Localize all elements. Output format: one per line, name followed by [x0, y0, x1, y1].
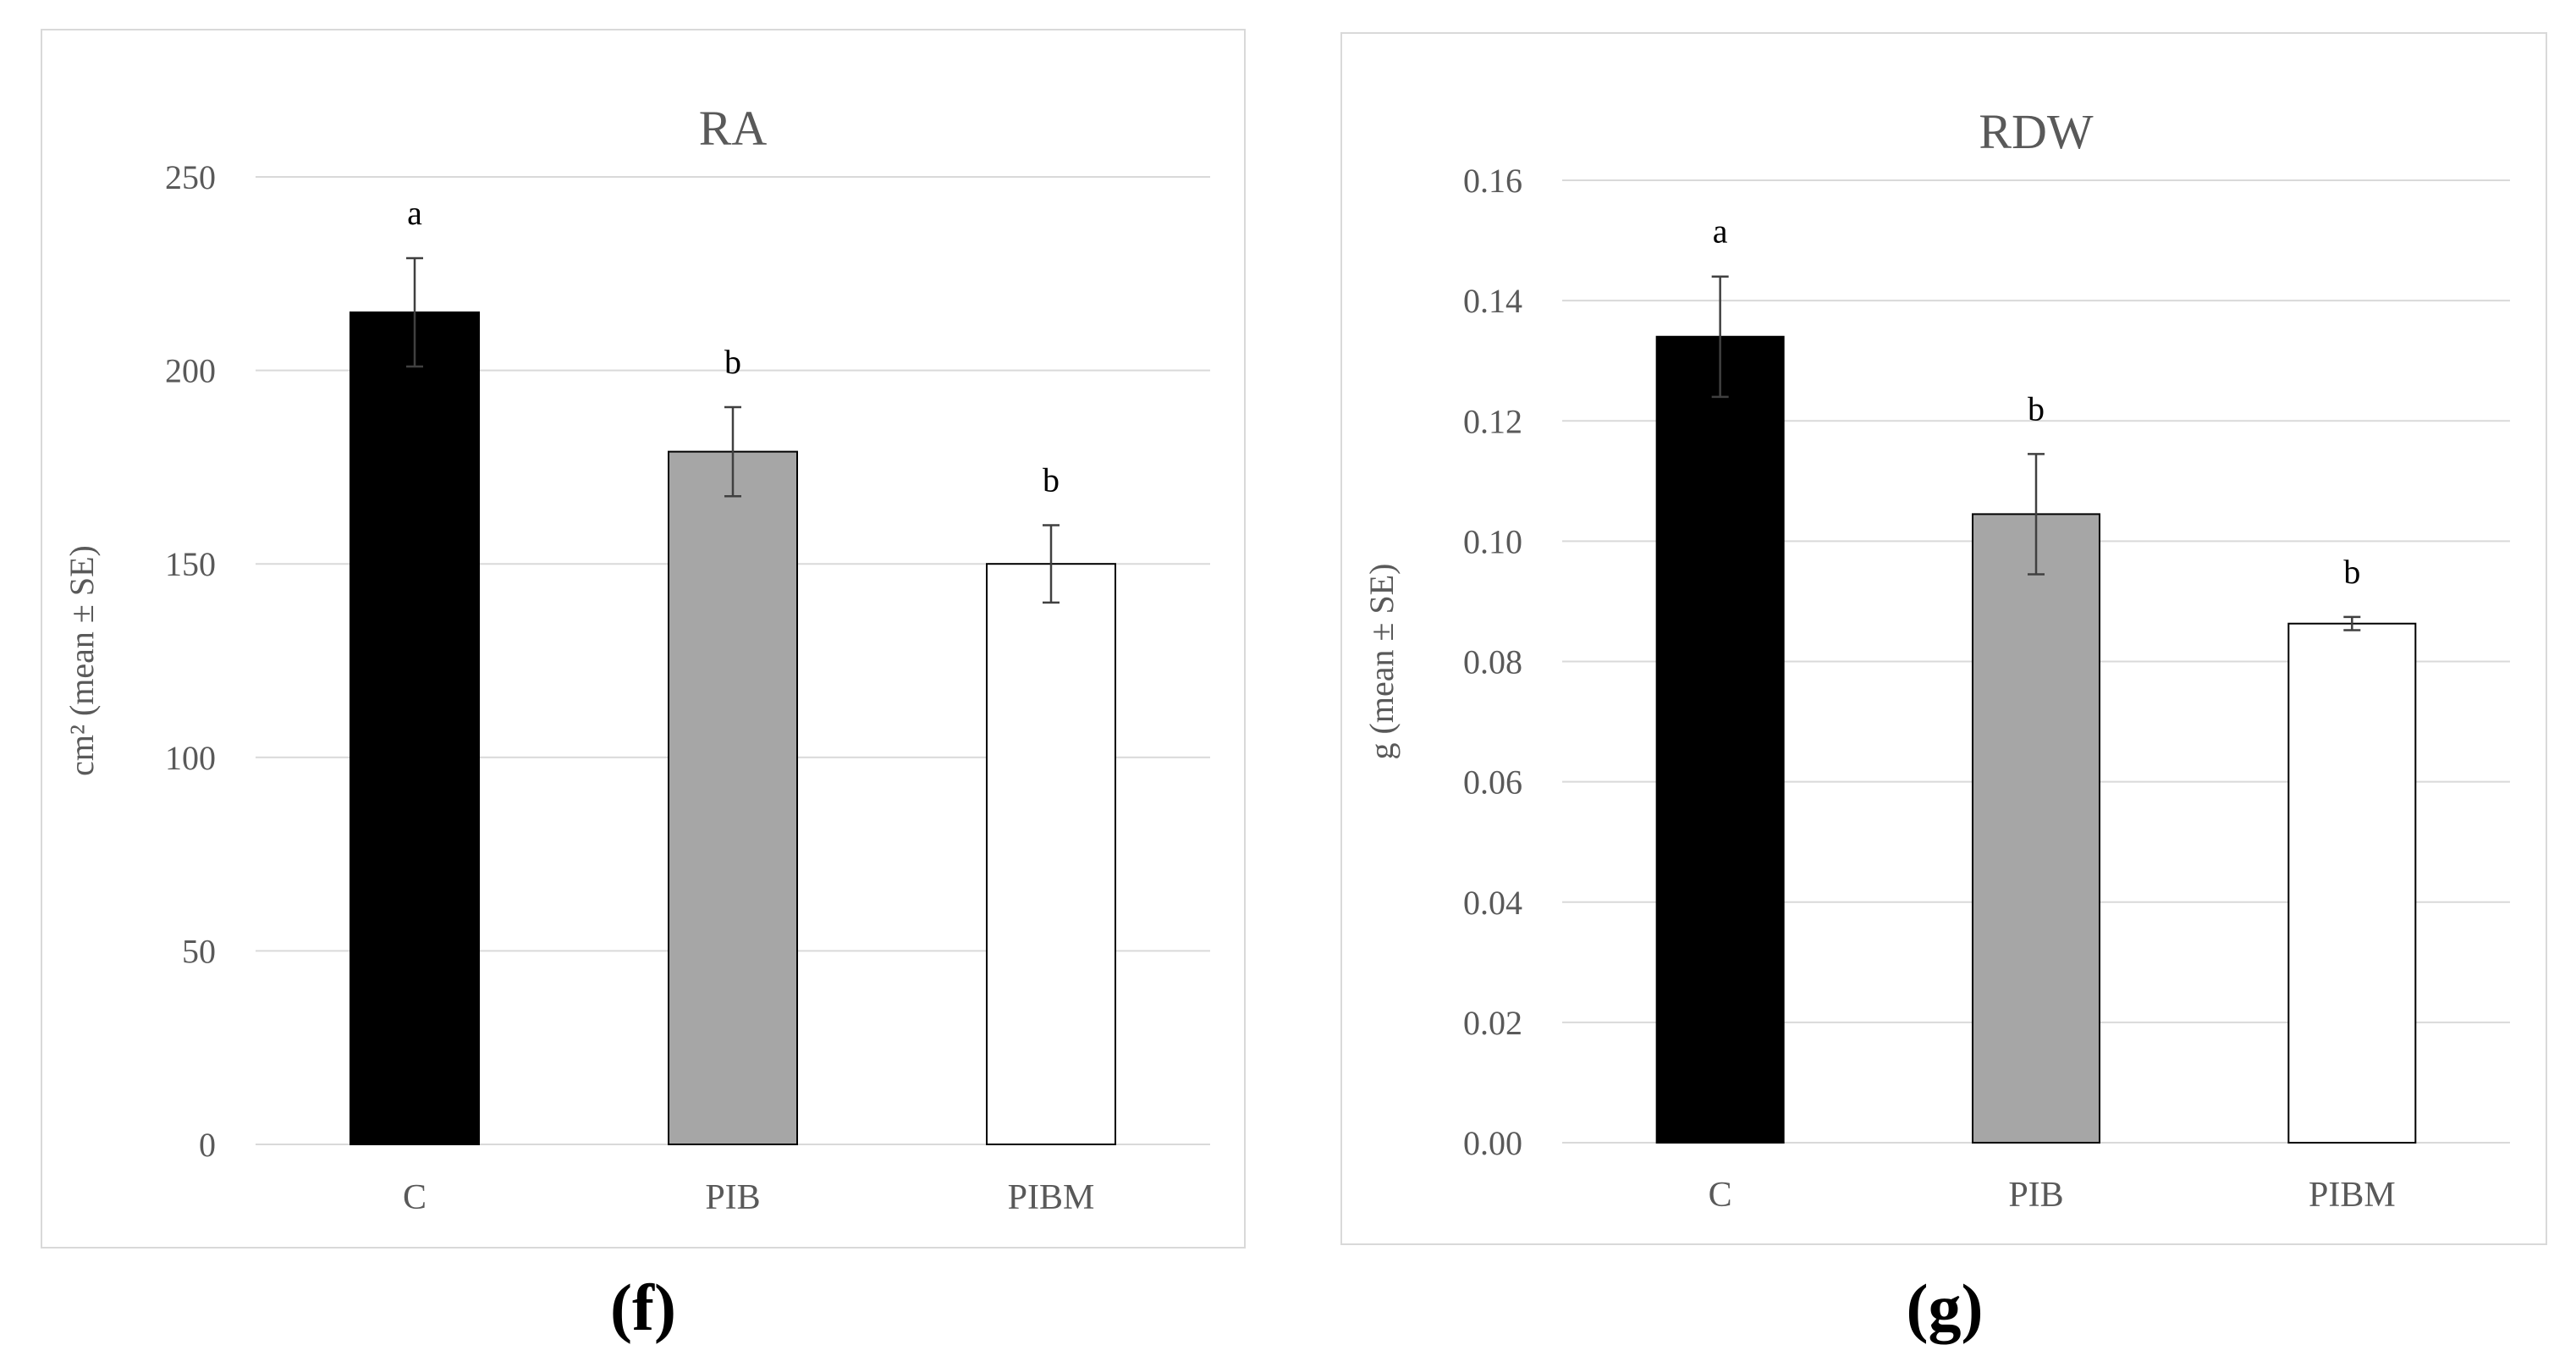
significance-label: b	[724, 343, 741, 381]
y-tick-label: 0	[199, 1126, 216, 1164]
bar-c	[1655, 335, 1785, 1144]
x-tick-label: PIB	[2008, 1176, 2063, 1215]
y-tick-label: 0.16	[1463, 162, 1522, 200]
significance-label: a	[1713, 212, 1728, 251]
chart-title: RA	[699, 101, 768, 156]
significance-label: b	[1043, 460, 1060, 499]
chart-panel-rdw: RDW 0.00 0.02 0.04 0.06 0.08 0.10 0.12 0.14 0.16 g…	[1340, 32, 2547, 1245]
y-tick-label: 50	[182, 932, 216, 970]
y-axis-label: g (mean ± SE)	[1362, 564, 1401, 760]
y-tick-label: 0.10	[1463, 522, 1522, 560]
y-tick-label: 0.14	[1463, 282, 1522, 320]
significance-label: b	[2343, 553, 2360, 591]
chart-title: RDW	[1979, 104, 2094, 159]
x-tick-label: PIBM	[2309, 1176, 2396, 1215]
chart-rdw: RDW 0.00 0.02 0.04 0.06 0.08 0.10 0.12 0.14 0.16 g…	[1362, 104, 2510, 1215]
y-tick-label: 0.12	[1463, 402, 1522, 440]
y-axis-label: cm² (mean ± SE)	[63, 545, 101, 776]
chart-ra: RA 0 50 100 150 200 250 cm² (mean ± SE) a Cb PIB b P…	[63, 101, 1210, 1217]
y-tick-label: 0.06	[1463, 763, 1522, 802]
y-tick-label: 150	[165, 545, 216, 583]
y-tick-label: 100	[165, 739, 216, 777]
y-tick-label: 250	[165, 158, 216, 196]
bar-pibm	[986, 563, 1116, 1145]
significance-label: b	[2028, 389, 2045, 427]
significance-label: a	[407, 194, 422, 232]
x-tick-label: PIBM	[1008, 1178, 1095, 1217]
bar-pibm	[2287, 622, 2417, 1144]
x-tick-label: C	[403, 1178, 427, 1217]
y-tick-label: 0.08	[1463, 643, 1522, 681]
x-tick-label: C	[1709, 1176, 1732, 1215]
bar-pib	[668, 450, 798, 1145]
y-tick-label: 0.00	[1463, 1124, 1522, 1162]
y-tick-label: 0.04	[1463, 884, 1522, 922]
panel-label-g: (g)	[1906, 1271, 1984, 1344]
y-tick-label: 200	[165, 352, 216, 390]
panel-label-f: (f)	[610, 1271, 676, 1344]
x-tick-label: PIB	[705, 1178, 760, 1217]
y-tick-label: 0.02	[1463, 1004, 1522, 1042]
bar-c	[350, 311, 480, 1145]
bar-pib	[1972, 513, 2100, 1144]
